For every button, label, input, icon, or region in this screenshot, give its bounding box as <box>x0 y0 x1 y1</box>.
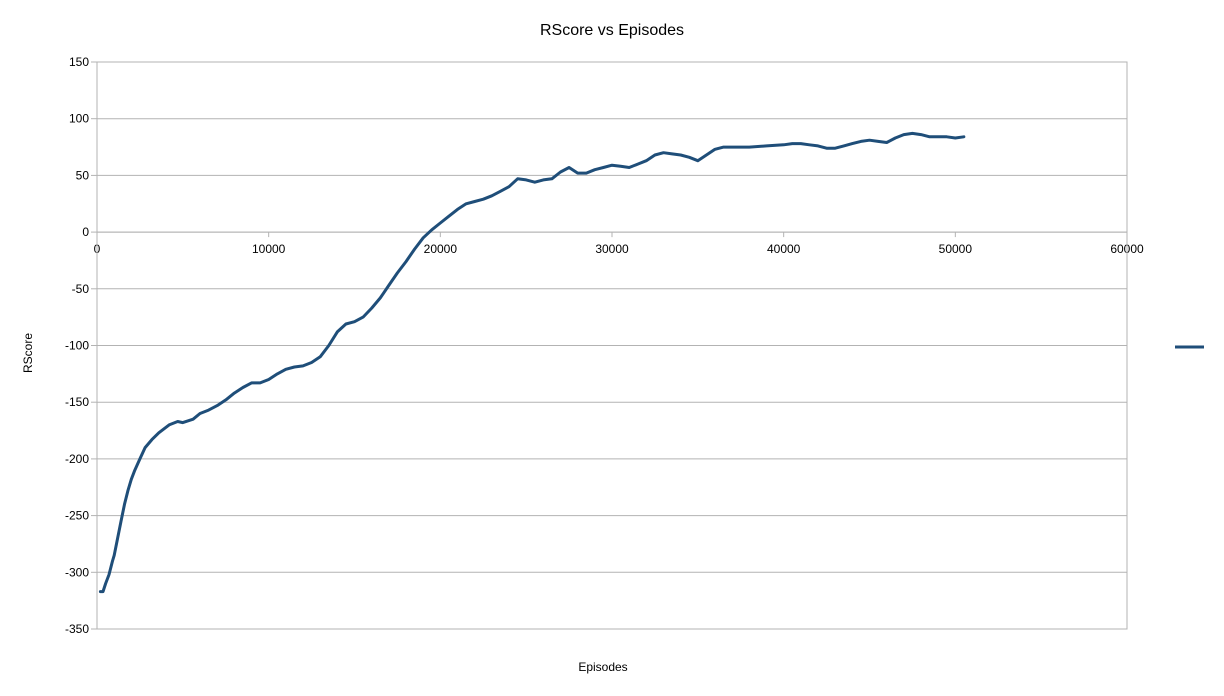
y-tick-label: 100 <box>69 112 89 126</box>
plot-area <box>96 61 1128 630</box>
x-tick-label: 10000 <box>252 242 286 256</box>
chart-title: RScore vs Episodes <box>539 22 685 39</box>
y-tick-label: -200 <box>65 452 89 466</box>
y-tick-label: 150 <box>69 55 89 69</box>
x-axis-label: Episodes <box>578 660 628 674</box>
y-tick-label: 0 <box>82 225 89 239</box>
x-tick-label: 30000 <box>595 242 629 256</box>
series-group <box>98 131 966 594</box>
y-tick-label: -100 <box>65 339 89 353</box>
y-tick-label: -250 <box>65 509 89 523</box>
y-tick-label: -300 <box>65 565 89 579</box>
y-tick-label: 50 <box>76 168 90 182</box>
y-tick-labels: 150 100 50 0 -50 -100 -150 -200 -250 -300 -350 <box>65 55 97 636</box>
y-tick-label: -50 <box>72 282 90 296</box>
x-tick-labels: 0 10000 20000 30000 40000 50000 60000 <box>94 231 1144 256</box>
x-tick-label: 50000 <box>939 242 973 256</box>
series-line <box>98 131 966 594</box>
x-tick-label: 20000 <box>424 242 458 256</box>
gridlines <box>97 61 1127 630</box>
y-tick-label: -350 <box>65 622 89 636</box>
x-tick-label: 40000 <box>767 242 801 256</box>
y-tick-label: -150 <box>65 395 89 409</box>
